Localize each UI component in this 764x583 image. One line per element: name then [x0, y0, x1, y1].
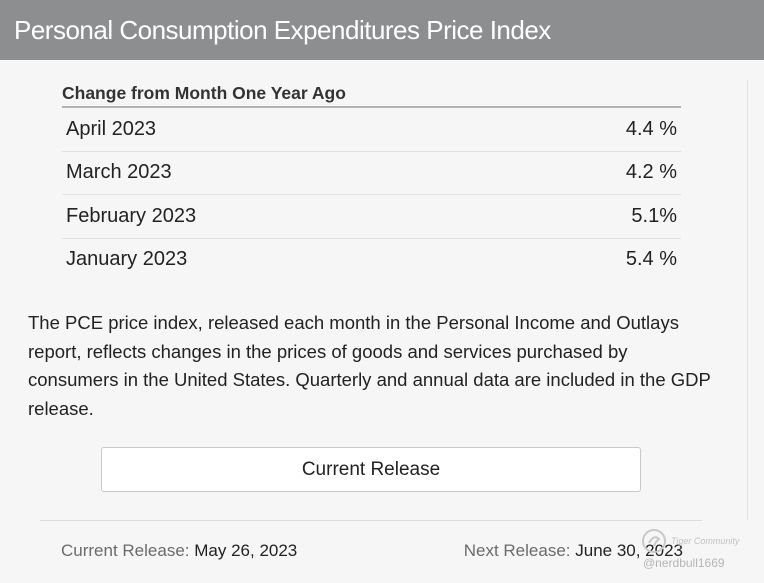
row-month: March 2023	[66, 161, 172, 184]
watermark-brand: Tiger Community	[671, 536, 740, 546]
current-release-info: Current Release: May 26, 2023	[61, 541, 297, 561]
table-row: February 2023 5.1%	[62, 195, 681, 239]
page-title: Personal Consumption Expenditures Price …	[14, 14, 551, 45]
current-release-date: May 26, 2023	[194, 541, 298, 560]
next-release-label: Next Release:	[463, 541, 571, 560]
pce-description: The PCE price index, released each month…	[28, 312, 711, 419]
vertical-divider	[747, 80, 748, 520]
row-value: 4.2 %	[625, 161, 677, 184]
row-value: 5.1%	[631, 204, 677, 227]
row-value: 5.4 %	[625, 248, 677, 271]
current-release-button[interactable]: Current Release	[101, 447, 641, 492]
footer-divider	[40, 520, 702, 521]
row-month: April 2023	[66, 117, 157, 140]
row-month: February 2023	[66, 204, 197, 227]
page-header: Personal Consumption Expenditures Price …	[0, 0, 764, 60]
next-release-date: June 30, 2023	[575, 541, 683, 560]
pce-change-table: Change from Month One Year Ago April 202…	[62, 78, 681, 281]
current-release-label: Current Release:	[61, 541, 190, 560]
table-row: March 2023 4.2 %	[62, 152, 681, 195]
watermark-handle: @nerdbull1669	[643, 556, 725, 570]
table-heading: Change from Month One Year Ago	[62, 78, 681, 108]
watermark: Tiger Community @nerdbull1669	[640, 528, 758, 572]
next-release-info: Next Release: June 30, 2023	[464, 541, 683, 561]
row-value: 4.4 %	[625, 117, 677, 140]
row-month: January 2023	[66, 248, 188, 271]
table-row: January 2023 5.4 %	[62, 239, 681, 282]
table-row: April 2023 4.4 %	[62, 108, 681, 152]
tiger-logo-icon	[642, 529, 666, 553]
